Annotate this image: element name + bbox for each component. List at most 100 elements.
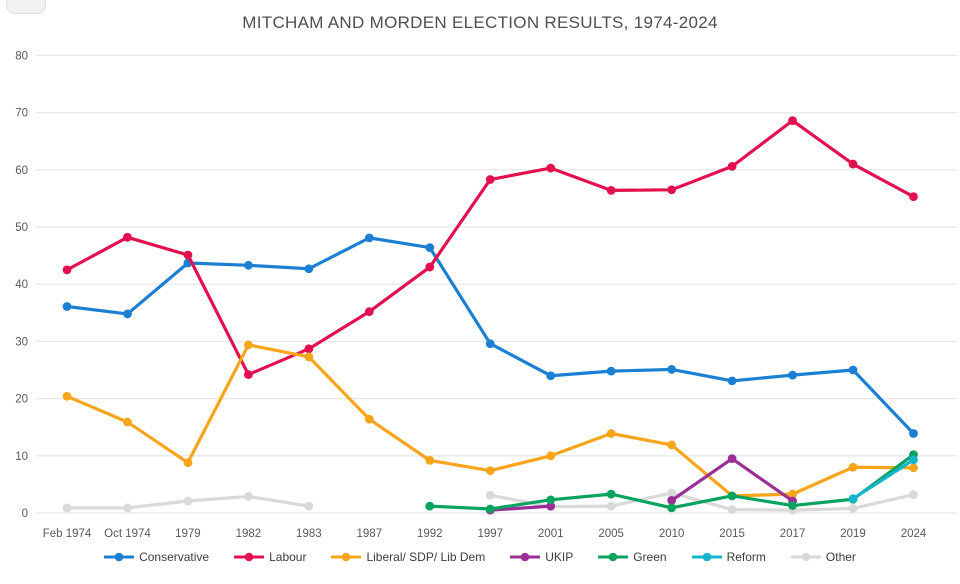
point-green-2015 — [727, 491, 737, 501]
point-green-2010 — [667, 503, 677, 513]
point-other-2010 — [667, 488, 677, 498]
point-green-2001 — [546, 495, 556, 505]
x-tick-label-2005: 2005 — [598, 528, 624, 540]
x-tick-label-2015: 2015 — [719, 528, 745, 540]
point-labour-2001 — [546, 163, 556, 173]
chart-title: MITCHAM AND MORDEN ELECTION RESULTS, 197… — [242, 13, 718, 32]
point-liberal-sdp-lib-dem-1987 — [364, 414, 374, 424]
x-tick-label-1983: 1983 — [296, 528, 322, 540]
x-tick-label-2001: 2001 — [538, 528, 564, 540]
chart-legend: Conservative Labour Liberal/ SDP/ Lib Dem U… — [0, 550, 960, 564]
y-tick-label-40: 40 — [15, 279, 28, 291]
point-other-oct-1974 — [123, 503, 132, 513]
series-liberal-sdp-lib-dem — [62, 340, 918, 501]
point-conservative-1987 — [364, 233, 374, 243]
point-labour-1979 — [183, 250, 193, 260]
point-liberal-sdp-lib-dem-2001 — [546, 451, 556, 461]
point-labour-2019 — [848, 159, 858, 169]
legend-label-ukip: UKIP — [545, 550, 574, 564]
point-green-2005 — [606, 489, 616, 499]
point-liberal-sdp-lib-dem-1992 — [425, 455, 435, 465]
x-tick-label-2017: 2017 — [780, 528, 806, 540]
x-tick-label-1997: 1997 — [477, 528, 503, 540]
y-tick-label-20: 20 — [15, 394, 28, 406]
point-other-1982 — [243, 492, 253, 501]
series-labour — [62, 116, 918, 379]
y-tick-label-0: 0 — [22, 508, 28, 520]
point-conservative-2017 — [788, 370, 797, 380]
point-labour-1992 — [425, 262, 435, 272]
legend-item-green: Green — [598, 550, 667, 564]
point-liberal-sdp-lib-dem-2010 — [667, 440, 677, 450]
point-green-1992 — [425, 501, 435, 511]
legend-item-ukip: UKIP — [510, 550, 573, 564]
point-ukip-2001 — [546, 501, 556, 511]
point-labour-2017 — [788, 116, 797, 126]
legend-marker-labour — [234, 552, 265, 562]
y-tick-label-70: 70 — [15, 108, 28, 120]
point-conservative-2010 — [667, 365, 677, 374]
legend-marker-ukip — [510, 552, 541, 562]
point-liberal-sdp-lib-dem-1983 — [304, 352, 314, 362]
legend-item-conservative: Conservative — [104, 550, 209, 564]
point-conservative-2005 — [606, 366, 616, 376]
x-tick-label-2019: 2019 — [840, 528, 866, 540]
legend-marker-conservative — [104, 552, 135, 562]
legend-label-green: Green — [633, 550, 667, 564]
point-other-2015 — [727, 505, 737, 514]
point-conservative-2024 — [909, 429, 918, 438]
point-labour-1982 — [243, 370, 253, 379]
legend-label-other: Other — [825, 550, 856, 564]
x-tick-label-2010: 2010 — [659, 528, 685, 540]
point-conservative-feb-1974 — [62, 302, 72, 311]
series-conservative — [62, 233, 918, 438]
x-tick-label-1979: 1979 — [175, 528, 201, 540]
x-tick-label-oct-1974: Oct 1974 — [104, 528, 151, 540]
series-reform — [848, 455, 918, 504]
point-liberal-sdp-lib-dem-2024 — [909, 463, 918, 473]
point-labour-oct-1974 — [123, 232, 132, 242]
legend-marker-other — [790, 552, 821, 562]
x-tick-label-1987: 1987 — [357, 528, 383, 540]
point-labour-1983 — [304, 344, 314, 354]
legend-label-conservative: Conservative — [139, 550, 210, 564]
point-green-1997 — [485, 504, 495, 514]
point-labour-1987 — [364, 307, 374, 317]
point-conservative-1997 — [485, 339, 495, 349]
point-conservative-2001 — [546, 371, 556, 381]
series-line-ukip — [488, 504, 553, 512]
point-other-2024 — [909, 490, 918, 500]
point-reform-2019 — [848, 494, 858, 504]
point-ukip-2015 — [727, 454, 737, 464]
point-conservative-2015 — [727, 376, 737, 386]
y-tick-label-50: 50 — [15, 222, 28, 234]
legend-item-reform: Reform — [691, 550, 766, 564]
point-conservative-2019 — [848, 365, 858, 375]
legend-label-reform: Reform — [726, 550, 766, 564]
point-conservative-oct-1974 — [123, 309, 132, 319]
y-tick-label-30: 30 — [15, 336, 28, 348]
point-reform-2024 — [909, 455, 918, 465]
y-tick-label-10: 10 — [15, 451, 28, 463]
point-labour-2024 — [909, 192, 918, 202]
series-ukip — [485, 454, 797, 515]
point-liberal-sdp-lib-dem-2017 — [788, 489, 797, 499]
point-labour-2010 — [667, 185, 677, 195]
x-tick-label-feb-1974: Feb 1974 — [43, 528, 92, 540]
x-tick-label-1992: 1992 — [417, 528, 443, 540]
point-labour-2015 — [727, 161, 737, 171]
legend-item-other: Other — [790, 550, 856, 564]
legend-item-liberal-sdp-lib-dem: Liberal/ SDP/ Lib Dem — [331, 550, 485, 564]
point-liberal-sdp-lib-dem-1997 — [485, 466, 495, 476]
point-labour-1997 — [485, 175, 495, 184]
point-liberal-sdp-lib-dem-oct-1974 — [123, 417, 132, 427]
point-other-1979 — [183, 496, 193, 506]
point-conservative-1983 — [304, 264, 314, 274]
point-liberal-sdp-lib-dem-2019 — [848, 462, 858, 472]
point-other-2019 — [848, 504, 858, 513]
point-liberal-sdp-lib-dem-1982 — [243, 340, 253, 350]
point-other-2005 — [606, 501, 616, 511]
legend-item-labour: Labour — [234, 550, 306, 564]
point-labour-2005 — [606, 185, 616, 195]
